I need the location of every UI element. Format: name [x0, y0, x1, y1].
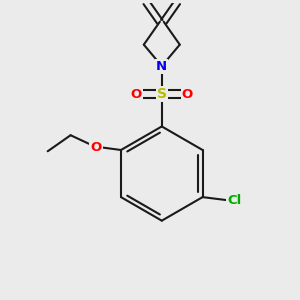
Text: Cl: Cl — [227, 194, 242, 207]
Text: O: O — [90, 141, 102, 154]
Text: O: O — [130, 88, 142, 100]
Text: S: S — [157, 87, 167, 101]
Text: O: O — [182, 88, 193, 100]
Text: N: N — [156, 60, 167, 73]
